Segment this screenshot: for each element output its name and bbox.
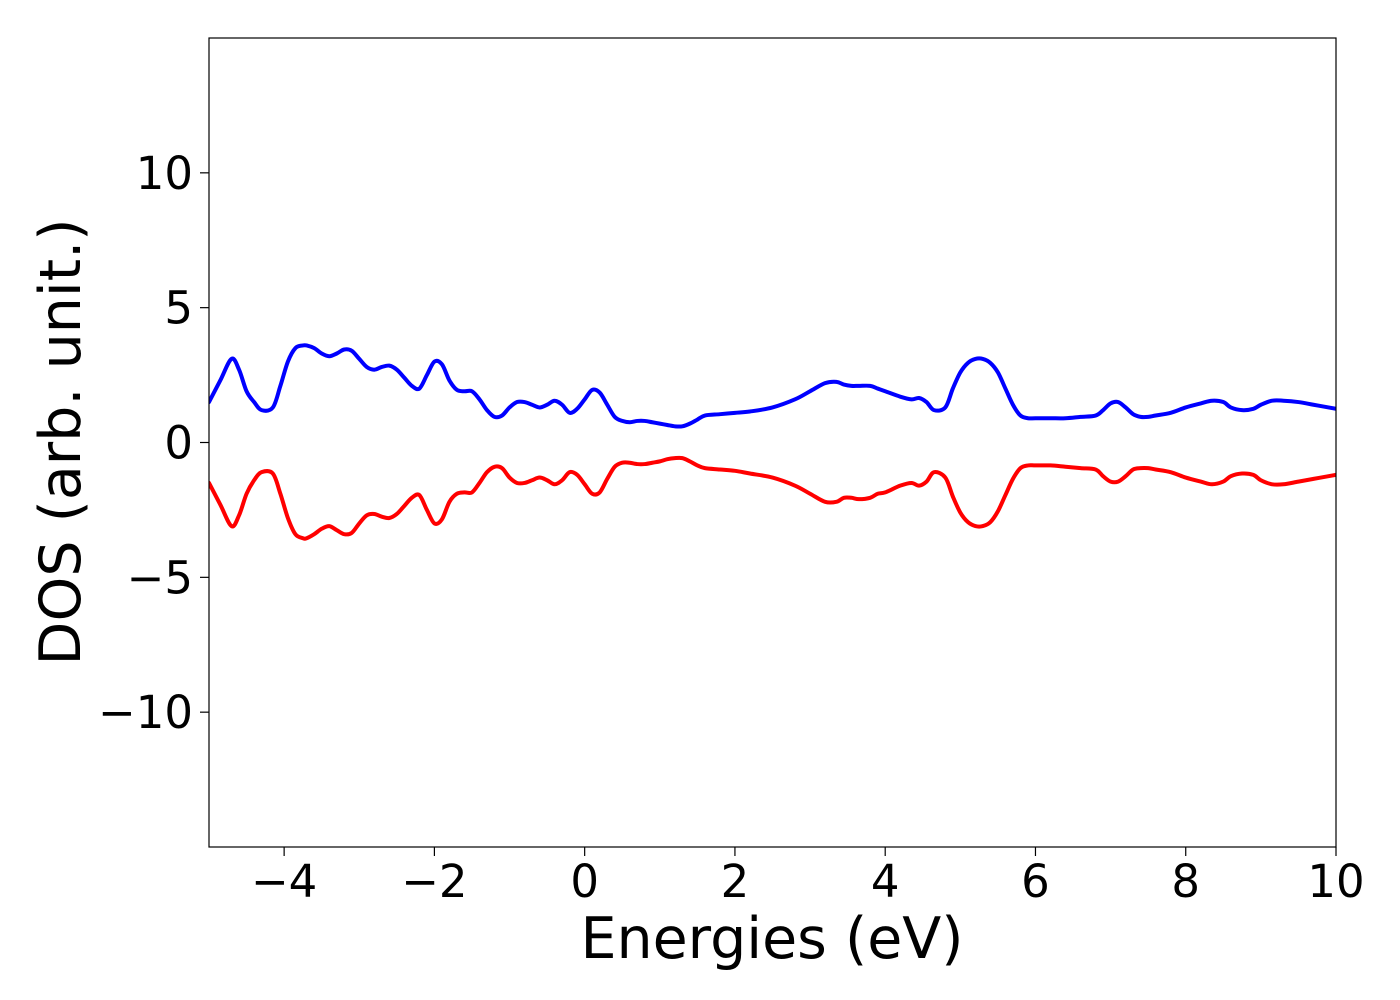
x-tick-label: 4	[871, 855, 900, 908]
x-tick-label: −2	[401, 855, 467, 908]
y-tick-label: 0	[164, 417, 193, 470]
series-line-blue	[209, 343, 1336, 429]
x-tick-label: −4	[251, 855, 317, 908]
x-axis-title: Energies (eV)	[580, 906, 963, 972]
y-tick-label: −10	[98, 686, 193, 739]
y-axis-title: DOS (arb. unit.)	[28, 219, 94, 666]
y-tick-label: 10	[136, 147, 193, 200]
x-tick-label: 2	[721, 855, 750, 908]
y-tick-label: 5	[164, 282, 193, 335]
y-tick-label: −5	[127, 551, 193, 604]
series-line-red	[209, 455, 1336, 541]
x-tick-label: 8	[1171, 855, 1200, 908]
x-tick-label: 0	[570, 855, 599, 908]
x-tick-label: 6	[1021, 855, 1050, 908]
series-layer	[209, 343, 1336, 541]
y-axis: −10 −5 0 5 10	[98, 147, 209, 739]
x-axis: −4 −2 0 2 4 6 8 10	[251, 847, 1365, 908]
x-tick-label: 10	[1307, 855, 1364, 908]
